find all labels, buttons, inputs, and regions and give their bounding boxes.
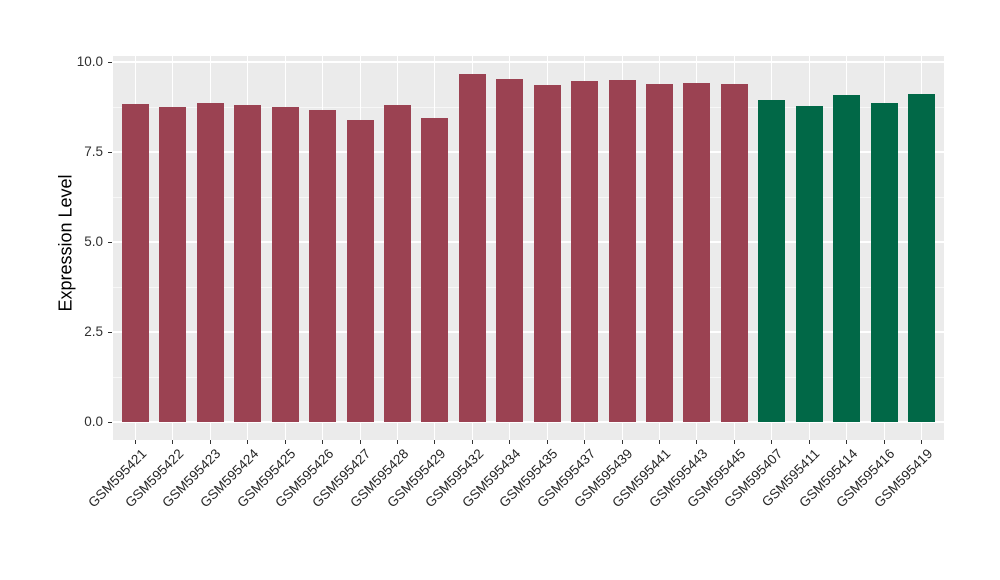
x-tick-GSM595411 — [808, 440, 810, 444]
bar-GSM595416 — [870, 103, 898, 422]
y-tick-label-10: 10.0 — [76, 54, 103, 69]
bar-GSM595423 — [196, 103, 224, 422]
bar-GSM595419 — [908, 93, 936, 422]
plot-panel — [113, 56, 944, 440]
x-tick-GSM595428 — [396, 440, 398, 444]
x-tick-GSM595424 — [247, 440, 249, 444]
bar-GSM595422 — [159, 107, 187, 422]
y-tick-label-2.5: 2.5 — [84, 324, 103, 339]
bar-GSM595439 — [608, 80, 636, 422]
bar-GSM595426 — [309, 110, 337, 422]
bar-GSM595427 — [346, 119, 374, 422]
y-tick-10 — [108, 61, 112, 63]
bar-GSM595445 — [720, 83, 748, 422]
bar-GSM595425 — [271, 107, 299, 422]
gridline-minor-y-1.25 — [113, 376, 944, 378]
x-tick-GSM595407 — [771, 440, 773, 444]
bar-GSM595407 — [758, 99, 786, 422]
x-tick-GSM595422 — [172, 440, 174, 444]
bar-GSM595435 — [533, 85, 561, 422]
gridline-major-y-2.5 — [113, 331, 944, 333]
gridline-minor-y-8.75 — [113, 106, 944, 108]
bar-GSM595434 — [496, 78, 524, 422]
bar-GSM595429 — [421, 118, 449, 422]
bar-GSM595414 — [833, 95, 861, 422]
bar-GSM595437 — [571, 81, 599, 422]
x-tick-GSM595434 — [509, 440, 511, 444]
x-tick-GSM595445 — [733, 440, 735, 444]
y-tick-label-0: 0.0 — [84, 414, 103, 429]
bar-GSM595421 — [121, 103, 149, 422]
x-tick-GSM595441 — [659, 440, 661, 444]
gridline-minor-y-3.75 — [113, 286, 944, 288]
gridline-major-y-0 — [113, 421, 944, 423]
bar-GSM595432 — [458, 73, 486, 422]
gridline-major-y-7.5 — [113, 151, 944, 153]
x-tick-GSM595423 — [209, 440, 211, 444]
x-tick-GSM595437 — [584, 440, 586, 444]
bar-GSM595443 — [683, 82, 711, 422]
x-tick-GSM595427 — [359, 440, 361, 444]
bar-GSM595441 — [646, 83, 674, 422]
y-tick-0 — [108, 421, 112, 423]
bar-GSM595411 — [795, 105, 823, 422]
x-tick-GSM595419 — [921, 440, 923, 444]
x-tick-GSM595425 — [284, 440, 286, 444]
x-tick-GSM595429 — [434, 440, 436, 444]
x-tick-GSM595426 — [322, 440, 324, 444]
x-tick-GSM595432 — [471, 440, 473, 444]
y-tick-7.5 — [108, 151, 112, 153]
y-tick-2.5 — [108, 331, 112, 333]
x-tick-GSM595416 — [883, 440, 885, 444]
gridline-major-y-5 — [113, 241, 944, 243]
x-tick-GSM595435 — [546, 440, 548, 444]
x-tick-GSM595443 — [696, 440, 698, 444]
x-tick-GSM595439 — [621, 440, 623, 444]
bar-GSM595428 — [383, 104, 411, 422]
gridline-major-y-10 — [113, 61, 944, 63]
y-tick-label-5: 5.0 — [84, 234, 103, 249]
x-tick-GSM595414 — [846, 440, 848, 444]
x-tick-GSM595421 — [134, 440, 136, 444]
y-tick-5 — [108, 241, 112, 243]
y-tick-label-7.5: 7.5 — [84, 144, 103, 159]
bar-GSM595424 — [234, 105, 262, 422]
gridline-minor-y-6.25 — [113, 196, 944, 198]
